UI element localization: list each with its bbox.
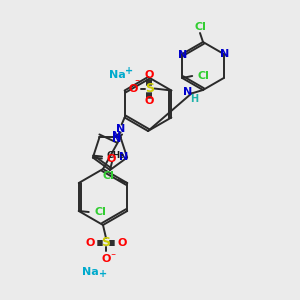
- Text: O: O: [145, 97, 154, 106]
- Text: S: S: [101, 236, 110, 250]
- Text: O: O: [101, 254, 111, 264]
- Text: Cl: Cl: [95, 207, 107, 217]
- Text: H: H: [190, 94, 198, 104]
- Text: Cl: Cl: [102, 171, 114, 181]
- Text: ⁻: ⁻: [110, 252, 116, 262]
- Text: +: +: [99, 269, 107, 279]
- Text: N: N: [112, 131, 121, 141]
- Text: N: N: [112, 134, 121, 145]
- Text: S: S: [145, 82, 154, 95]
- Text: +: +: [125, 65, 134, 76]
- Text: O: O: [145, 70, 154, 80]
- Text: ⁻: ⁻: [135, 79, 140, 88]
- Text: N: N: [220, 49, 230, 59]
- Text: O: O: [85, 238, 95, 248]
- Text: Cl: Cl: [194, 22, 206, 32]
- Text: CH₃: CH₃: [107, 152, 125, 160]
- Text: N: N: [183, 87, 193, 97]
- Text: N: N: [119, 152, 129, 162]
- Text: N: N: [116, 124, 125, 134]
- Text: N: N: [178, 50, 187, 60]
- Text: O: O: [117, 238, 127, 248]
- Text: Cl: Cl: [197, 71, 209, 81]
- Text: O: O: [106, 154, 116, 164]
- Text: Na: Na: [109, 70, 126, 80]
- Text: Na: Na: [82, 267, 98, 277]
- Text: O: O: [129, 83, 138, 94]
